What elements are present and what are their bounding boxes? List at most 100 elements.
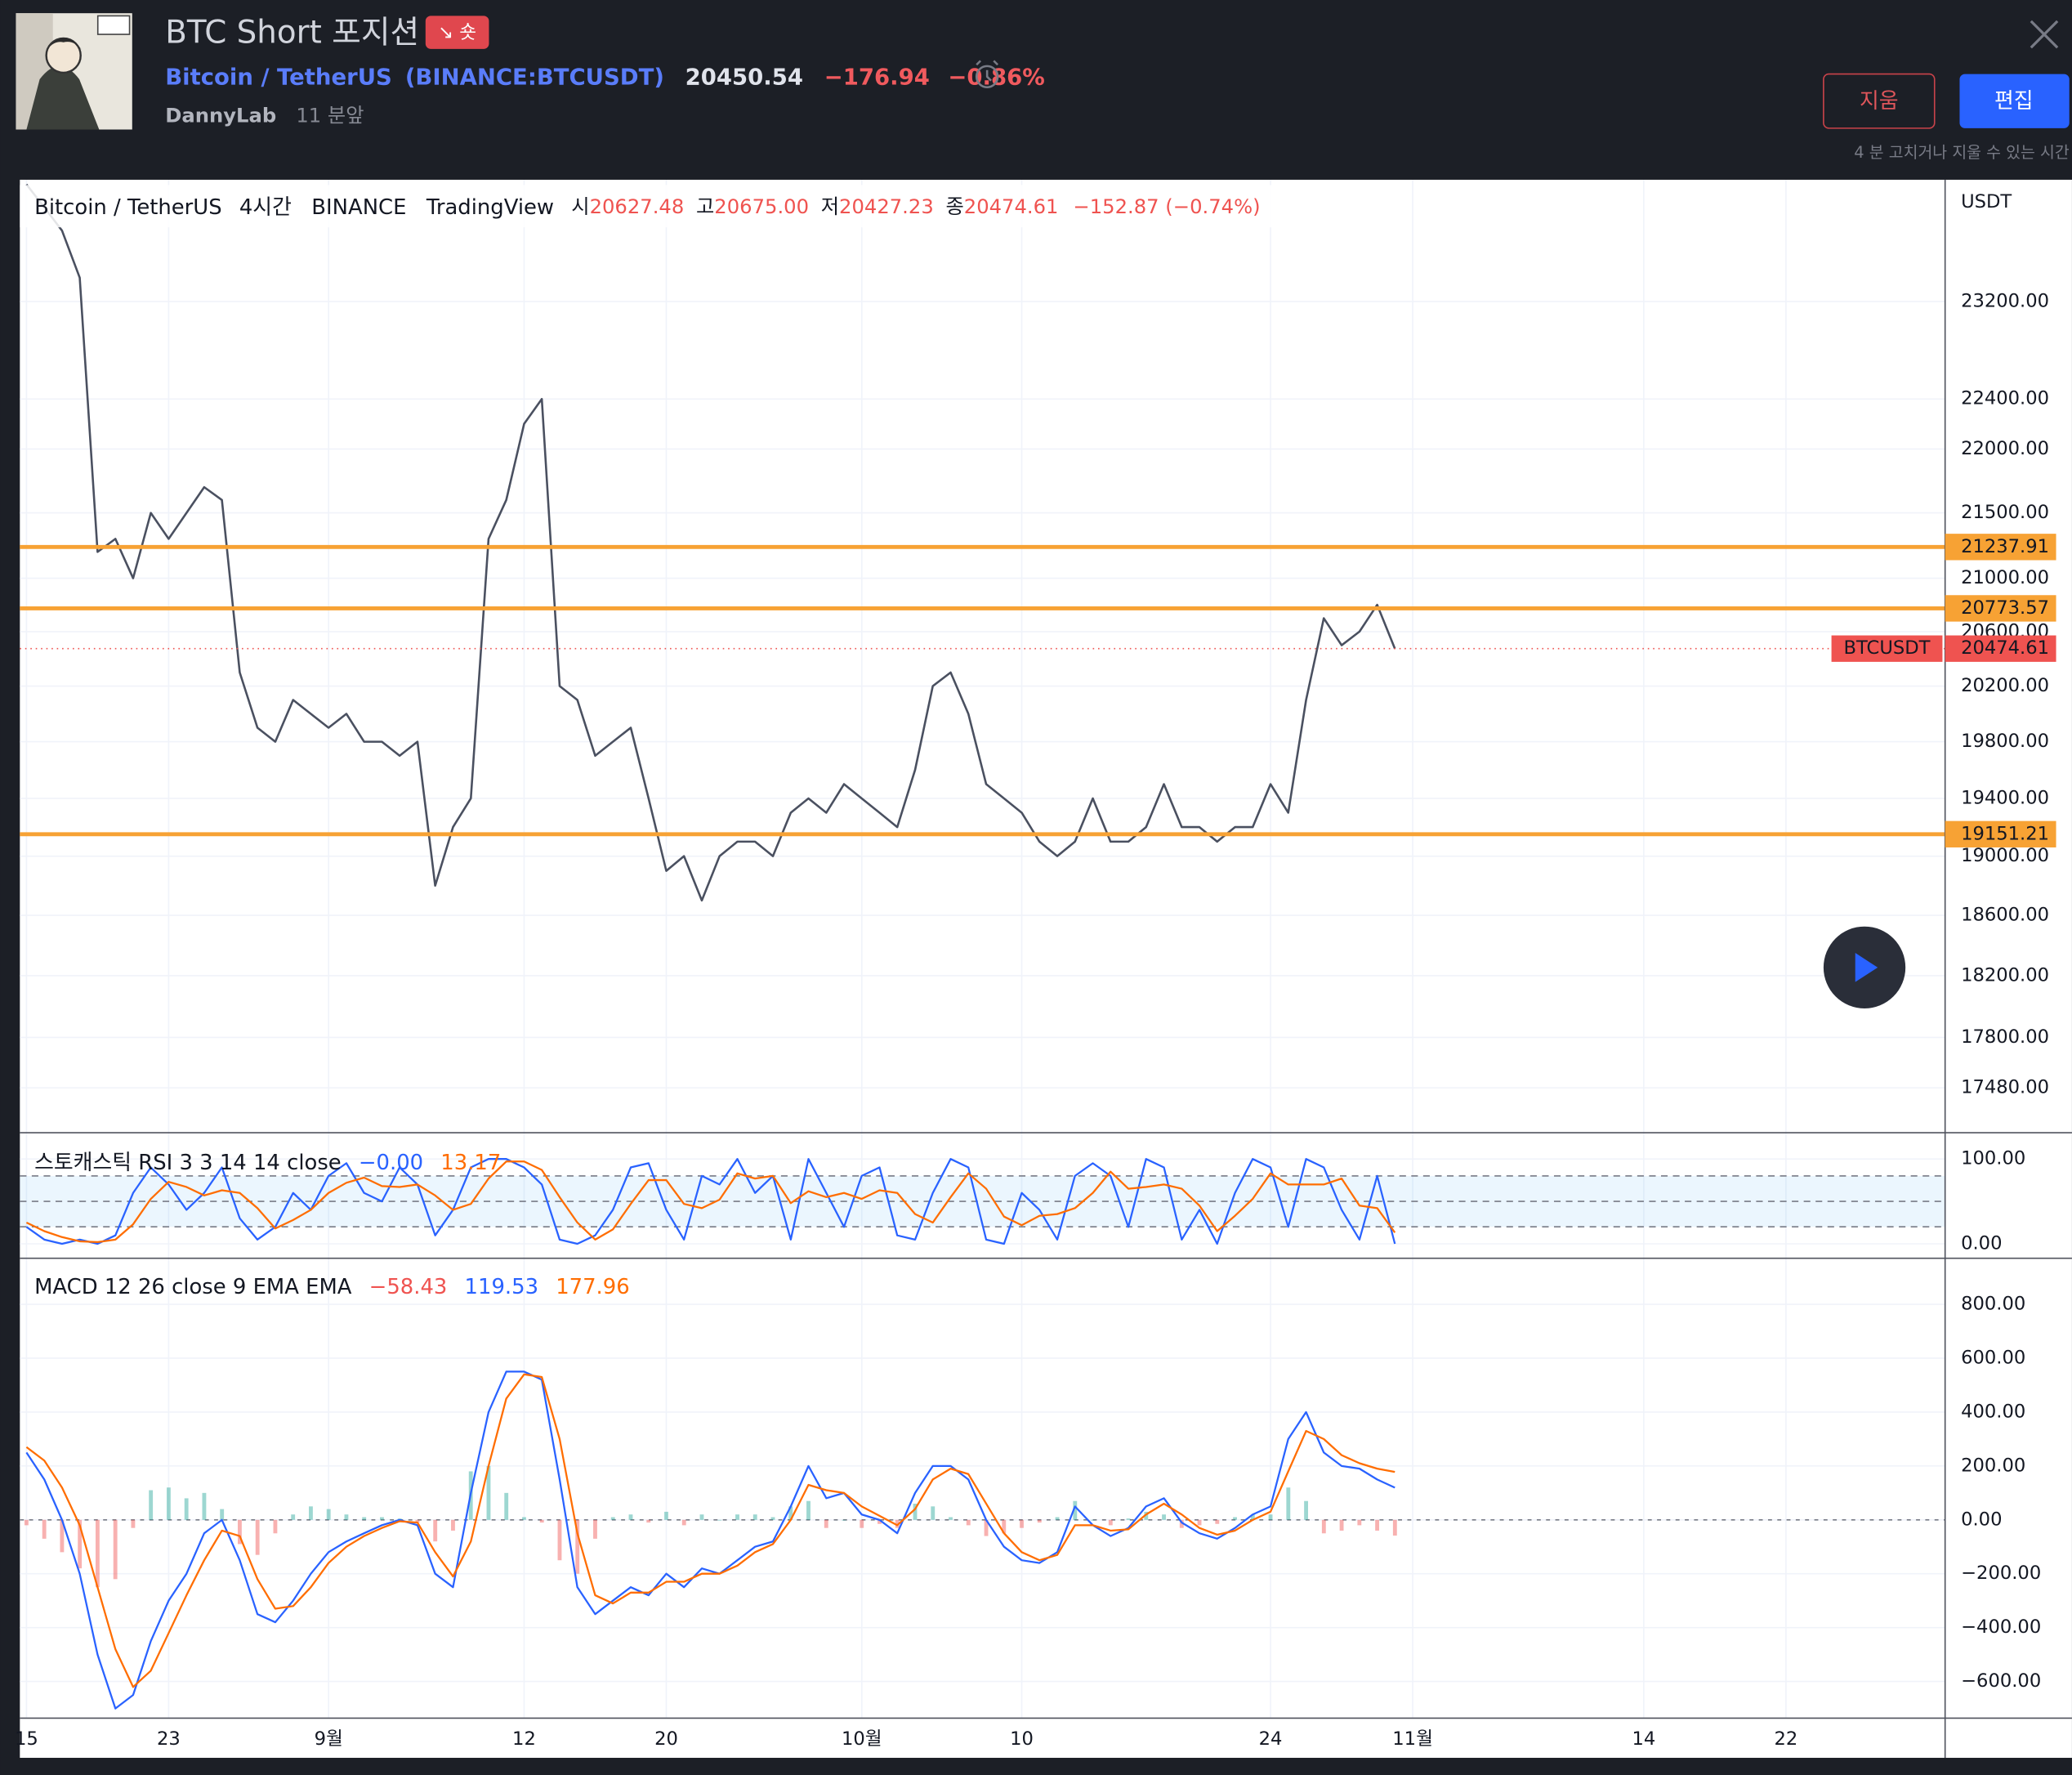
y-tick-label: 17480.00: [1961, 1077, 2049, 1098]
symbol-price: 20450.54: [685, 64, 803, 90]
symbol-change: −176.94: [824, 64, 930, 90]
histogram-bar: [1339, 1519, 1344, 1531]
legend-change: −152.87 (−0.74%): [1073, 194, 1260, 218]
histogram-bar: [557, 1519, 562, 1561]
legend-high: 20675.00: [714, 194, 809, 218]
histogram-bar: [735, 1514, 739, 1520]
symbol-link[interactable]: Bitcoin / TetherUS: [165, 64, 392, 90]
replay-button[interactable]: [1823, 926, 1906, 1008]
y-tick-label: 18200.00: [1961, 964, 2049, 986]
histogram-bar: [931, 1506, 936, 1520]
histogram-bar: [1375, 1519, 1380, 1531]
histogram-bar: [610, 1517, 615, 1520]
histogram-bar: [1215, 1519, 1220, 1524]
legend-close: 20474.61: [964, 194, 1059, 218]
edit-button[interactable]: [1959, 74, 2070, 128]
histogram-bar: [664, 1511, 668, 1520]
legend-open-label: 시: [571, 194, 589, 218]
y-tick-label: 19800.00: [1961, 731, 2049, 752]
histogram-bar: [309, 1506, 313, 1520]
edit-button-label[interactable]: 편집: [1994, 89, 2034, 114]
histogram-bar: [646, 1519, 651, 1523]
histogram-bar: [415, 1519, 420, 1523]
histogram-bar: [326, 1509, 331, 1520]
histogram-bar: [1179, 1519, 1184, 1528]
histogram-bar: [1020, 1519, 1024, 1528]
stoch-k-value: −0.00: [359, 1151, 423, 1175]
axis-unit: USDT: [1961, 191, 2012, 212]
chart-area: [20, 179, 2072, 1758]
histogram-bar: [149, 1490, 154, 1520]
histogram-bar: [539, 1519, 544, 1523]
histogram-bar: [1357, 1519, 1362, 1526]
legend-high-label: 고: [696, 194, 714, 218]
histogram-bar: [593, 1519, 597, 1539]
y-tick-label: 0.00: [1961, 1232, 2002, 1254]
chart-legend: Bitcoin / TetherUS 4시간 BINANCE TradingVi…: [34, 194, 1260, 220]
y-tick-label: −400.00: [1961, 1616, 2041, 1638]
x-tick-label: 23: [157, 1728, 181, 1750]
last-price-bg: [1945, 635, 2056, 662]
delete-button[interactable]: [1823, 73, 1936, 129]
stoch-d-value: 13.17: [440, 1151, 501, 1175]
histogram-bar: [362, 1517, 367, 1520]
x-tick-label: 15: [15, 1728, 38, 1750]
author[interactable]: DannyLab: [165, 103, 276, 127]
histogram-bar: [984, 1519, 989, 1536]
histogram-bar: [380, 1517, 384, 1520]
histogram-bar: [24, 1519, 29, 1526]
histogram-bar: [699, 1514, 704, 1520]
histogram-bar: [504, 1492, 509, 1520]
level-label-bg: [1945, 534, 2056, 561]
histogram-bar: [575, 1519, 580, 1574]
post-title: BTC Short 포지션: [165, 15, 419, 51]
y-tick-label: 400.00: [1961, 1401, 2025, 1422]
y-tick-label: 17800.00: [1961, 1026, 2049, 1048]
y-tick-label: 19000.00: [1961, 845, 2049, 866]
y-tick-label: 100.00: [1961, 1148, 2025, 1169]
close-icon[interactable]: [2030, 20, 2059, 49]
histogram-bar: [877, 1519, 882, 1524]
series-line: [25, 1158, 1396, 1245]
x-tick-label: 10월: [842, 1728, 882, 1750]
alarm-icon[interactable]: [975, 60, 999, 89]
legend-source: TradingView: [426, 194, 554, 219]
macd-value: 119.53: [465, 1275, 538, 1299]
histogram-bar: [681, 1519, 686, 1526]
series-line: [25, 183, 1396, 902]
short-badge-label: ↘ 숏: [438, 22, 476, 43]
x-tick-label: 14: [1632, 1728, 1655, 1750]
post-time: 11 분앞: [296, 103, 364, 127]
histogram-bar: [949, 1517, 953, 1520]
x-tick-label: 9월: [315, 1728, 343, 1750]
histogram-bar: [1197, 1519, 1202, 1526]
histogram-bar: [291, 1514, 296, 1520]
macd-title: MACD 12 26 close 9 EMA EMA: [34, 1275, 352, 1299]
delete-button-label[interactable]: 지움: [1860, 89, 1899, 114]
y-tick-label: 21000.00: [1961, 567, 2049, 588]
x-tick-label: 11월: [1392, 1728, 1433, 1750]
macd-legend: MACD 12 26 close 9 EMA EMA −58.43 119.53…: [34, 1275, 630, 1299]
legend-close-label: 종: [945, 194, 963, 218]
histogram-bar: [1073, 1500, 1078, 1520]
y-tick-label: 22000.00: [1961, 438, 2049, 459]
histogram-bar: [1037, 1519, 1042, 1523]
histogram-bar: [1126, 1518, 1131, 1520]
series-line: [25, 1370, 1395, 1710]
histogram-bar: [433, 1519, 438, 1542]
histogram-bar: [131, 1519, 136, 1528]
y-tick-label: 22400.00: [1961, 388, 2049, 409]
symbol-code[interactable]: (BINANCE:BTCUSDT): [405, 64, 664, 90]
legend-backdrop: [20, 185, 1355, 228]
y-tick-label: 600.00: [1961, 1347, 2025, 1368]
histogram-bar: [1321, 1519, 1326, 1534]
legend-open: 20627.48: [590, 194, 685, 218]
x-tick-label: 24: [1259, 1728, 1283, 1750]
histogram-bar: [1286, 1487, 1291, 1520]
histogram-bar: [522, 1517, 526, 1520]
y-tick-label: 200.00: [1961, 1455, 2025, 1476]
macd-hist-value: −58.43: [369, 1275, 448, 1299]
histogram-bar: [60, 1519, 65, 1553]
histogram-bar: [1108, 1519, 1113, 1526]
